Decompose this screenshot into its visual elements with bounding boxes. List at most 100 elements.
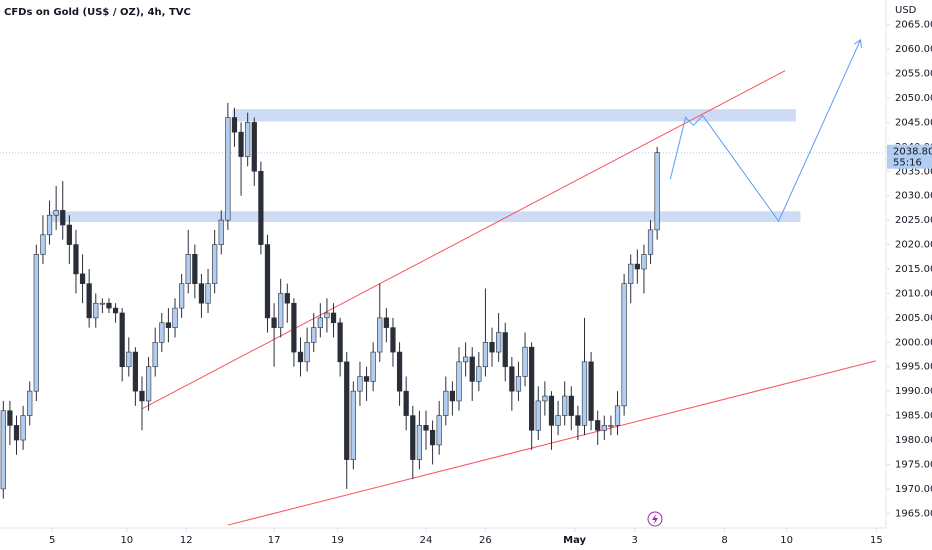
zone	[50, 211, 801, 223]
candle-body	[344, 361, 350, 460]
candle-body	[522, 346, 528, 377]
y-tick-label: 1995.00	[895, 362, 932, 373]
candle-body	[27, 390, 33, 416]
zone	[232, 109, 796, 122]
candle-body	[588, 361, 594, 421]
y-tick-label: 2020.00	[895, 240, 932, 251]
candle-body	[165, 322, 172, 328]
x-tick-label: May	[563, 535, 586, 546]
candle-body	[212, 244, 218, 284]
candle-body	[568, 395, 574, 416]
candle-body	[99, 302, 105, 305]
candle-body	[535, 400, 541, 431]
candle-body	[53, 210, 59, 216]
x-tick-label: 17	[268, 535, 281, 546]
candle-body	[383, 317, 389, 328]
candle-body	[555, 415, 561, 426]
candle-body	[198, 283, 205, 304]
candle-body	[238, 131, 244, 157]
candle-body	[139, 390, 145, 402]
candle-body	[403, 390, 409, 416]
candle-body	[489, 342, 495, 353]
price-box	[887, 144, 932, 169]
candle-body	[443, 390, 449, 416]
candle-body	[271, 317, 277, 328]
candle-body	[159, 322, 165, 343]
candle-body	[410, 415, 416, 460]
candle-body	[423, 425, 429, 431]
candle-body	[205, 283, 211, 304]
y-tick-label: 1985.00	[895, 411, 932, 422]
y-tick-label: 2005.00	[895, 313, 932, 324]
price-label: 2038.80	[893, 147, 932, 158]
candle-body	[225, 117, 231, 221]
y-tick-label: 2010.00	[895, 288, 932, 299]
candle-body	[40, 234, 46, 255]
candle-body	[330, 312, 337, 324]
candle-body	[112, 307, 119, 314]
y-tick-label: 2000.00	[895, 337, 932, 348]
trendline	[141, 70, 786, 410]
candle-body	[482, 342, 489, 368]
candle-body	[647, 229, 654, 255]
candle-body	[469, 356, 475, 382]
candle-body	[476, 366, 482, 382]
y-tick-label: 1970.00	[895, 484, 932, 495]
candle-body	[575, 415, 581, 426]
candle-body	[496, 332, 502, 353]
countdown-label: 55:16	[893, 158, 922, 169]
candle-body	[218, 219, 224, 245]
projection-arrowhead	[853, 38, 862, 48]
candle-body	[284, 293, 290, 304]
candle-body	[245, 122, 251, 157]
candle-body	[185, 254, 191, 284]
y-tick-label: 2055.00	[895, 69, 932, 80]
candle-body	[337, 322, 343, 363]
event-icon[interactable]	[647, 511, 663, 527]
y-tick-label: 2050.00	[895, 93, 932, 104]
candle-body	[548, 395, 555, 426]
candle-body	[172, 307, 178, 328]
x-tick-label: 24	[420, 535, 433, 546]
candle-body	[179, 283, 185, 309]
candle-body	[33, 254, 39, 392]
candle-body	[370, 351, 376, 382]
candle-body	[132, 351, 139, 392]
candle-body	[542, 395, 548, 402]
candle-body	[502, 332, 508, 368]
candle-body	[73, 244, 79, 275]
candle-body	[350, 390, 356, 460]
y-tick-label: 1990.00	[895, 386, 932, 397]
candle-body	[297, 351, 304, 363]
candle-body	[66, 224, 72, 245]
x-tick-label: 3	[632, 535, 638, 546]
x-tick-label: 12	[180, 535, 193, 546]
candle-body	[311, 327, 317, 343]
chart-title: CFDs on Gold (US$ / OZ), 4h, TVC	[4, 7, 191, 18]
candle-body	[614, 405, 621, 426]
x-tick-label: 10	[120, 535, 133, 546]
x-tick-label: 19	[331, 535, 344, 546]
candle-body	[529, 346, 535, 431]
candle-body	[291, 302, 297, 353]
candle-body	[628, 263, 634, 284]
candle-body	[79, 273, 86, 284]
y-tick-label: 2015.00	[895, 264, 932, 275]
candle-body	[654, 152, 660, 231]
candle-body	[357, 376, 363, 392]
candle-body	[7, 410, 13, 426]
candle-body	[251, 122, 257, 172]
candle-body	[562, 395, 568, 416]
candle-body	[390, 327, 396, 353]
candle-body	[119, 312, 125, 368]
y-axis-label: USD	[895, 5, 917, 16]
x-tick-label: 10	[780, 535, 793, 546]
projection-path	[669, 39, 862, 223]
candle-body	[106, 302, 112, 309]
candle-body	[416, 425, 422, 460]
candle-body	[231, 117, 238, 133]
candle-body	[324, 312, 330, 319]
event-bolt[interactable]	[652, 514, 658, 524]
